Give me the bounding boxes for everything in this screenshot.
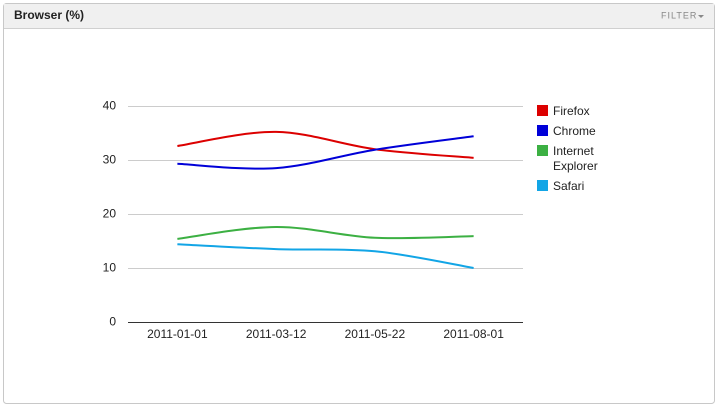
legend-swatch [537,105,548,116]
x-tick-label: 2011-08-01 [443,327,504,341]
series-line [177,243,474,269]
y-tick-label: 30 [103,153,117,167]
panel [3,3,715,404]
legend-label: Firefox [553,104,590,118]
x-tick-label: 2011-01-01 [147,327,208,341]
legend-item[interactable]: Internet Explorer [537,144,617,174]
filter-button[interactable]: FILTER [661,10,697,20]
y-tick-label: 10 [103,261,117,275]
filter-arrow [698,15,704,18]
chart-title: Browser (%) [14,8,84,22]
legend-swatch [537,145,548,156]
legend-item[interactable]: Chrome [537,124,617,139]
legend-label: Safari [553,179,585,193]
y-tick-label: 40 [103,99,117,113]
x-tick-label: 2011-03-12 [246,327,307,341]
legend-label: Chrome [553,124,596,138]
x-tick-label: 2011-05-22 [345,327,406,341]
legend-swatch [537,125,548,136]
y-tick-label: 0 [109,315,116,329]
legend: Firefox Chrome Internet Explorer Safari [537,104,617,199]
series-line [177,225,474,240]
legend-item[interactable]: Firefox [537,104,617,119]
series-line [177,130,474,159]
y-tick-label: 20 [103,207,117,221]
legend-item[interactable]: Safari [537,179,617,194]
legend-swatch [537,180,548,191]
legend-label: Internet Explorer [553,144,598,173]
panel-header [4,4,714,28]
series-line [177,135,474,170]
